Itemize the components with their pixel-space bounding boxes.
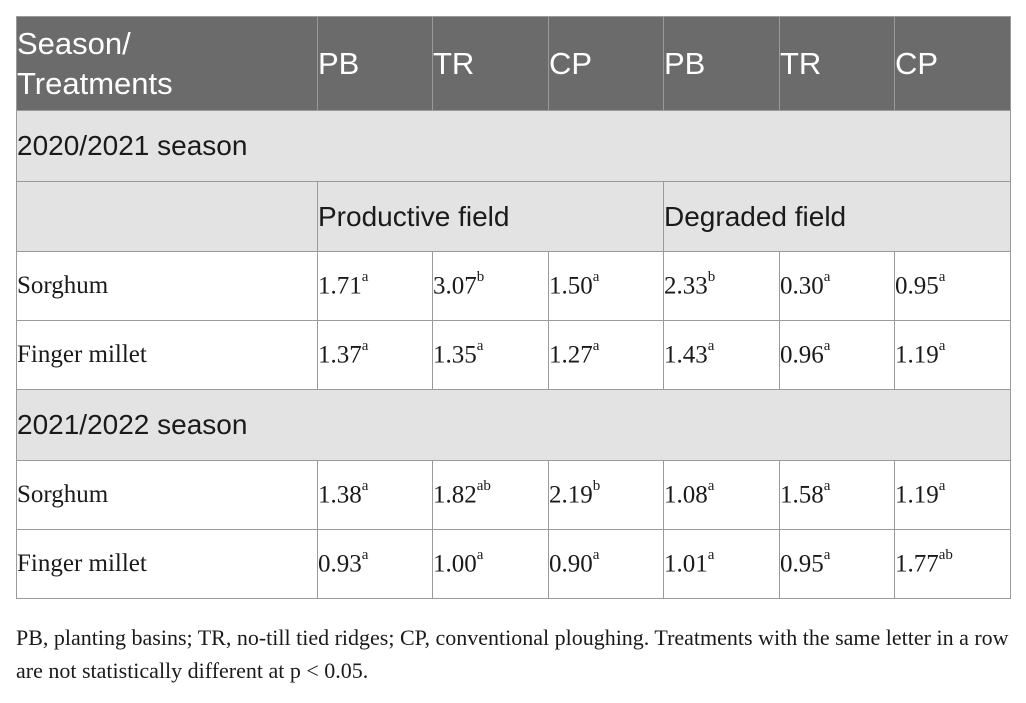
significance-letter: a — [938, 268, 946, 285]
header-season-treatments: Season/Treatments — [16, 16, 318, 111]
significance-letter: a — [592, 268, 600, 285]
value: 0.30 — [780, 272, 824, 300]
value-cell: 2.19b — [548, 460, 664, 530]
value-cell: 1.01a — [663, 529, 780, 599]
value: 1.71 — [318, 272, 362, 300]
significance-letter: a — [823, 546, 831, 563]
crop-label: Finger millet — [16, 320, 318, 390]
significance-letter: a — [476, 337, 484, 354]
value: 1.19 — [895, 341, 939, 369]
degraded-field-label: Degraded field — [663, 181, 1011, 252]
significance-letter: b — [476, 268, 485, 285]
significance-letter: b — [592, 477, 601, 494]
value-cell: 1.37a — [317, 320, 433, 390]
value: 1.35 — [433, 341, 477, 369]
significance-letter: a — [823, 477, 831, 494]
header-row: Season/Treatments PB TR CP PB TR CP — [16, 16, 1011, 111]
value-cell: 0.95a — [779, 529, 895, 599]
value-cell: 0.96a — [779, 320, 895, 390]
value-cell: 1.82ab — [432, 460, 549, 530]
value-cell: 0.90a — [548, 529, 664, 599]
season-label: 2021/2022 season — [16, 389, 1011, 461]
crop-label: Sorghum — [16, 460, 318, 530]
value-cell: 1.38a — [317, 460, 433, 530]
significance-letter: a — [707, 546, 715, 563]
significance-letter: a — [361, 477, 369, 494]
header-col: TR — [432, 16, 549, 111]
value-cell: 1.71a — [317, 251, 433, 321]
significance-letter: a — [476, 546, 484, 563]
value-cell: 0.95a — [894, 251, 1011, 321]
value: 0.95 — [780, 550, 824, 578]
value: 1.50 — [549, 272, 593, 300]
season-row: 2021/2022 season — [16, 389, 1011, 461]
blank-cell — [16, 181, 318, 252]
value: 1.37 — [318, 341, 362, 369]
field-label-row: Productive field Degraded field — [16, 181, 1011, 252]
value-cell: 3.07b — [432, 251, 549, 321]
value-cell: 1.77ab — [894, 529, 1011, 599]
table-footnote: PB, planting basins; TR, no-till tied ri… — [16, 625, 1009, 683]
value: 1.19 — [895, 481, 939, 509]
yield-table: Season/Treatments PB TR CP PB TR CP 2020… — [16, 16, 1011, 599]
value: 2.33 — [664, 272, 708, 300]
significance-letter: b — [707, 268, 716, 285]
value-cell: 1.43a — [663, 320, 780, 390]
value-cell: 1.00a — [432, 529, 549, 599]
crop-label: Finger millet — [16, 529, 318, 599]
significance-letter: a — [361, 268, 369, 285]
value-cell: 0.30a — [779, 251, 895, 321]
value: 1.58 — [780, 481, 824, 509]
value: 1.77 — [895, 550, 939, 578]
season-label: 2020/2021 season — [16, 110, 1011, 182]
value-cell: 1.35a — [432, 320, 549, 390]
value: 1.82 — [433, 481, 477, 509]
crop-label: Sorghum — [16, 251, 318, 321]
header-col: PB — [663, 16, 780, 111]
value: 0.95 — [895, 272, 939, 300]
value-cell: 0.93a — [317, 529, 433, 599]
value-cell: 1.50a — [548, 251, 664, 321]
significance-letter: a — [592, 337, 600, 354]
table-row: Sorghum 1.38a 1.82ab 2.19b 1.08a 1.58a 1… — [16, 460, 1011, 530]
value: 1.27 — [549, 341, 593, 369]
productive-field-label: Productive field — [317, 181, 664, 252]
header-col: TR — [779, 16, 895, 111]
significance-letter: ab — [938, 546, 953, 563]
value: 3.07 — [433, 272, 477, 300]
significance-letter: a — [823, 337, 831, 354]
value: 1.01 — [664, 550, 708, 578]
season-row: 2020/2021 season — [16, 110, 1011, 182]
significance-letter: a — [938, 337, 946, 354]
value: 1.43 — [664, 341, 708, 369]
significance-letter: a — [938, 477, 946, 494]
value: 1.08 — [664, 481, 708, 509]
value: 0.96 — [780, 341, 824, 369]
header-col: PB — [317, 16, 433, 111]
significance-letter: a — [707, 477, 715, 494]
value-cell: 1.08a — [663, 460, 780, 530]
value-cell: 1.19a — [894, 320, 1011, 390]
significance-letter: a — [592, 546, 600, 563]
significance-letter: a — [361, 546, 369, 563]
value-cell: 1.27a — [548, 320, 664, 390]
value-cell: 1.58a — [779, 460, 895, 530]
significance-letter: a — [361, 337, 369, 354]
value-cell: 2.33b — [663, 251, 780, 321]
value: 1.38 — [318, 481, 362, 509]
header-col: CP — [548, 16, 664, 111]
significance-letter: a — [707, 337, 715, 354]
value: 0.90 — [549, 550, 593, 578]
significance-letter: ab — [476, 477, 491, 494]
value: 2.19 — [549, 481, 593, 509]
table-row: Finger millet 1.37a 1.35a 1.27a 1.43a 0.… — [16, 320, 1011, 390]
table-row: Sorghum 1.71a 3.07b 1.50a 2.33b 0.30a 0.… — [16, 251, 1011, 321]
value: 1.00 — [433, 550, 477, 578]
header-col: CP — [894, 16, 1011, 111]
table-row: Finger millet 0.93a 1.00a 0.90a 1.01a 0.… — [16, 529, 1011, 599]
value-cell: 1.19a — [894, 460, 1011, 530]
significance-letter: a — [823, 268, 831, 285]
value: 0.93 — [318, 550, 362, 578]
